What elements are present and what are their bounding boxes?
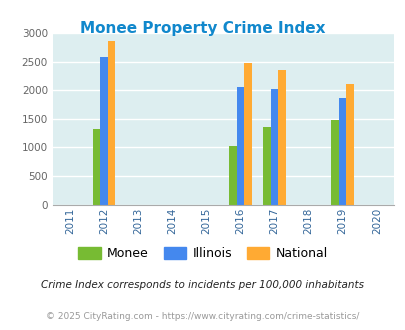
Bar	[107, 41, 115, 205]
Bar	[345, 84, 353, 205]
Text: © 2025 CityRating.com - https://www.cityrating.com/crime-statistics/: © 2025 CityRating.com - https://www.city…	[46, 312, 359, 321]
Text: Crime Index corresponds to incidents per 100,000 inhabitants: Crime Index corresponds to incidents per…	[41, 280, 364, 290]
Bar	[228, 146, 236, 205]
Bar	[243, 63, 251, 205]
Bar	[262, 127, 270, 205]
Bar	[270, 89, 277, 205]
Bar	[338, 98, 345, 205]
Legend: Monee, Illinois, National: Monee, Illinois, National	[73, 242, 332, 265]
Bar	[236, 87, 243, 205]
Bar	[277, 70, 285, 205]
Bar	[330, 120, 338, 205]
Bar	[92, 128, 100, 205]
Bar	[100, 57, 107, 205]
Text: Monee Property Crime Index: Monee Property Crime Index	[80, 21, 325, 36]
